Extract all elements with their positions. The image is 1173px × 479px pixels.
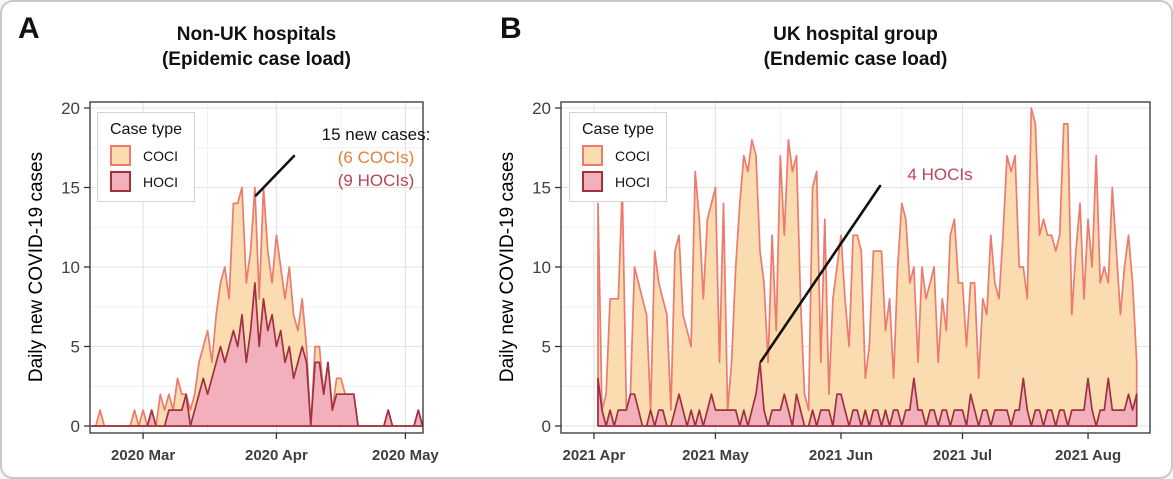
legend-title: Case type [110,121,183,138]
panel-a-title-line2: (Epidemic case load) [161,49,351,70]
legend-item-coci: COCI [582,145,654,166]
panel-a-y-axis-label: Daily new COVID-19 cases [26,151,47,383]
annotation-b-line1: 4 HOCIs [907,165,973,184]
annotation-a-line1: 15 new cases: [321,125,431,144]
svg-text:20: 20 [61,99,80,118]
svg-text:2020 May: 2020 May [372,447,439,464]
svg-text:2020 Apr: 2020 Apr [245,447,308,464]
svg-text:5: 5 [71,338,80,357]
hoci-swatch-icon [582,171,603,192]
svg-text:2020 Mar: 2020 Mar [111,447,175,464]
legend-label-coci: COCI [615,147,650,164]
panel-a-title: Non-UK hospitals (Epidemic case load) [90,22,423,72]
panel-b-legend: Case type COCI HOCI [569,112,668,202]
svg-text:0: 0 [71,417,80,436]
hoci-swatch-icon [110,171,131,192]
legend-title: Case type [582,121,655,138]
panel-b-title-line2: (Endemic case load) [763,49,948,70]
legend-item-coci: COCI [110,145,182,166]
svg-text:10: 10 [532,258,551,277]
svg-text:2021 Jun: 2021 Jun [809,447,873,464]
svg-text:5: 5 [542,338,551,357]
svg-text:10: 10 [61,258,80,277]
svg-text:2021 Aug: 2021 Aug [1055,447,1121,464]
svg-text:20: 20 [532,99,551,118]
panel-a-letter: A [18,12,40,45]
svg-text:2021 May: 2021 May [682,447,749,464]
legend-label-hoci: HOCI [143,173,178,190]
svg-text:2021 Apr: 2021 Apr [563,447,626,464]
legend-label-hoci: HOCI [615,173,650,190]
panel-a-title-line1: Non-UK hospitals [176,24,337,45]
coci-swatch-icon [582,145,603,166]
panel-b-y-axis-label: Daily new COVID-19 cases [497,151,518,383]
panel-a-legend: Case type COCI HOCI [97,112,196,202]
coci-swatch-icon [110,145,131,166]
svg-text:15: 15 [532,179,551,198]
annotation-a-line2: (6 COCIs) [337,148,415,167]
panel-b-letter: B [500,12,522,45]
panel-b-annotation: 4 HOCIs [878,165,1002,185]
svg-text:2021 Jul: 2021 Jul [933,447,992,464]
legend-label-coci: COCI [143,147,178,164]
legend-item-hoci: HOCI [582,171,654,192]
annotation-a-line3: (9 HOCIs) [337,171,415,190]
legend-item-hoci: HOCI [110,171,182,192]
panel-a-annotation: 15 new cases: (6 COCIs) (9 HOCIs) [290,123,462,192]
svg-text:0: 0 [542,417,551,436]
panel-b-title: UK hospital group (Endemic case load) [561,22,1150,72]
svg-text:15: 15 [61,179,80,198]
panel-b-title-line1: UK hospital group [773,24,938,45]
